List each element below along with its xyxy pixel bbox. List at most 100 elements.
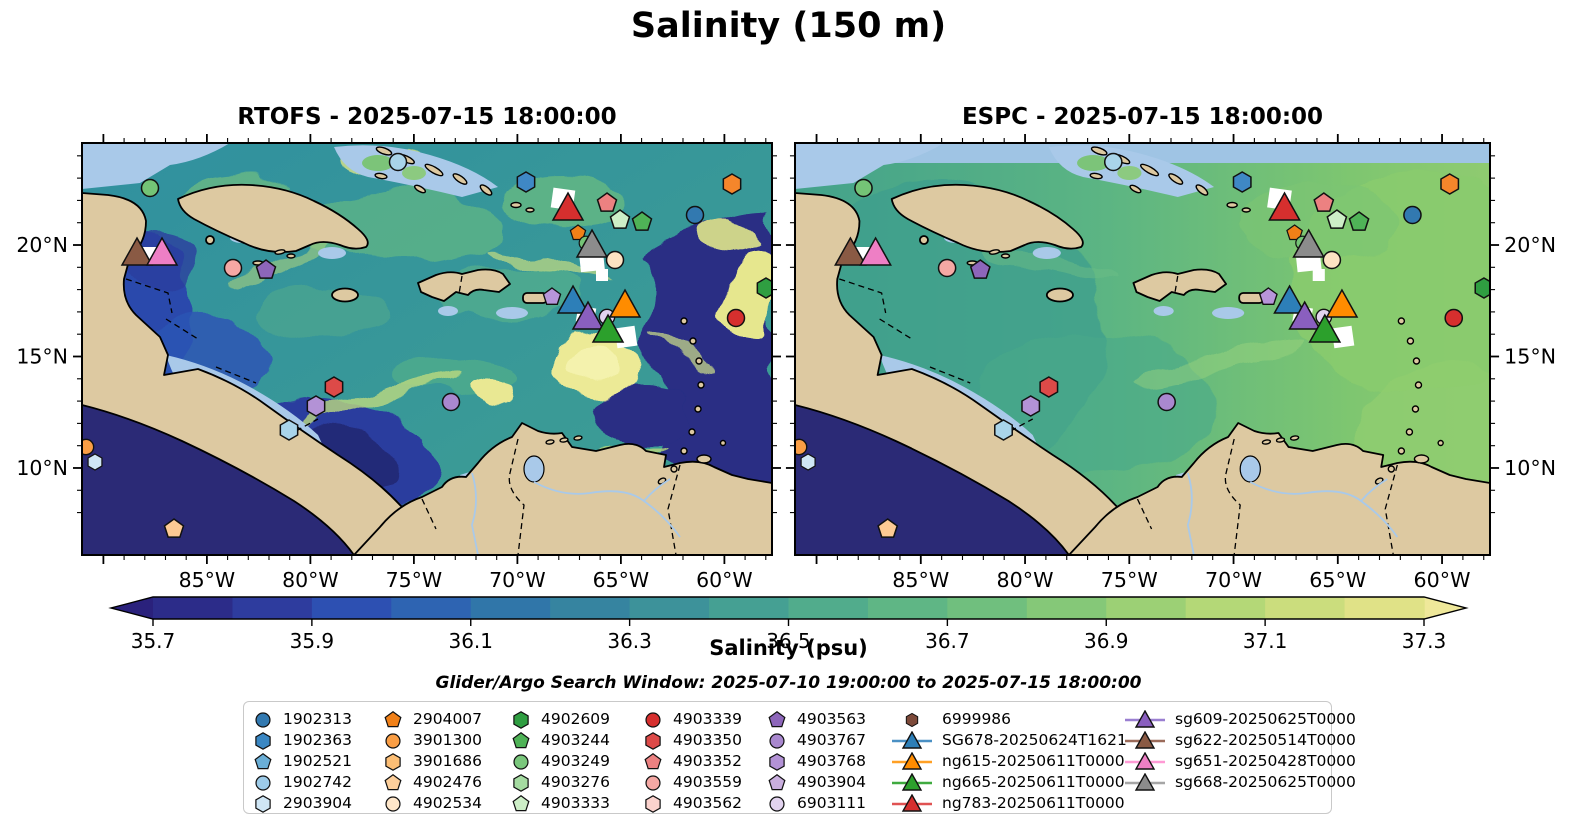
legend-item-label: 2904007: [413, 710, 483, 728]
legend-item: 4902609: [509, 709, 610, 730]
legend-item-label: 4903249: [541, 752, 611, 770]
colorbar-tick-label: 36.9: [1084, 629, 1129, 653]
glider-triangle-marker: [1308, 313, 1342, 343]
legend-item-label: 6903111: [797, 794, 867, 812]
pentagon-legend-icon: [384, 710, 402, 727]
float-circle-marker: [223, 258, 243, 278]
espc-panel-title: ESPC - 2025-07-15 18:00:00: [961, 104, 1324, 130]
legend-item-label: 4903276: [541, 773, 611, 791]
pentagon-legend-icon: [512, 731, 530, 748]
lat-tick-label: 20°N: [1504, 233, 1556, 257]
legend-item-label: 1902742: [283, 773, 353, 791]
hexagon-legend-icon: [645, 731, 661, 750]
float-circle-marker: [1444, 308, 1464, 328]
glider-triangle-marker: [1292, 228, 1326, 258]
legend-item: 4902534: [381, 793, 482, 814]
glider-legend-icon: [892, 793, 932, 812]
float-circle-marker: [605, 250, 625, 270]
circle-legend-icon: [645, 711, 661, 728]
colorbar-label: Salinity (psu): [709, 636, 868, 660]
legend-item: SG678-20250624T1621: [890, 730, 1127, 751]
legend-item-label: 4903562: [673, 794, 743, 812]
pentagon-legend-icon: [768, 710, 786, 727]
float-hexagon-marker: [994, 419, 1013, 441]
legend-item: 3901686: [381, 751, 482, 772]
legend-item-label: 3901686: [413, 752, 483, 770]
float-pentagon-marker: [877, 518, 899, 538]
legend-item-label: 1902521: [283, 752, 353, 770]
glider-legend-icon: [1125, 730, 1165, 749]
glider-legend-icon: [892, 730, 932, 749]
legend-item: 4903562: [641, 793, 742, 814]
legend-item-label: 1902313: [283, 710, 353, 728]
float-hexagon-marker: [279, 419, 299, 441]
circle-legend-icon: [769, 732, 785, 749]
legend-item-label: 4902609: [541, 710, 611, 728]
glider-triangle-marker: [1325, 288, 1359, 318]
float-circle-marker: [140, 178, 160, 198]
float-hexagon-marker: [756, 277, 772, 299]
legend-item: 4903339: [641, 709, 742, 730]
glider-triangle-marker: [834, 236, 867, 266]
pentagon-legend-icon: [644, 752, 662, 769]
lon-tick-label: 70°W: [489, 568, 546, 592]
legend-item: ng783-20250611T0000: [890, 793, 1125, 814]
colorbar-tick-label: 37.3: [1402, 629, 1447, 653]
lon-tick-label: 80°W: [282, 568, 339, 592]
float-circle-marker: [1103, 152, 1123, 172]
glider-triangle-marker: [145, 236, 179, 266]
glider-legend-icon: [892, 772, 932, 791]
glider-triangle-marker: [556, 284, 590, 314]
lon-tick-label: 60°W: [696, 568, 753, 592]
hexagon-legend-icon: [255, 731, 271, 750]
legend-item-label: 4903244: [541, 731, 611, 749]
legend-item: 1902742: [251, 772, 352, 793]
float-circle-marker: [795, 438, 808, 456]
circle-legend-icon: [255, 711, 271, 728]
lon-tick-label: 85°W: [892, 568, 949, 592]
float-circle-marker: [1157, 392, 1176, 412]
float-hexagon-marker: [722, 173, 742, 195]
legend-item: 2904007: [381, 709, 482, 730]
glider-triangle-marker: [571, 300, 605, 330]
legend-item-label: ng783-20250611T0000: [942, 794, 1125, 812]
espc-map-markers: [795, 152, 1490, 538]
lon-tick-label: 80°W: [997, 568, 1054, 592]
legend-item-label: 4903352: [673, 752, 743, 770]
circle-legend-icon: [645, 774, 661, 791]
float-hexagon-marker: [800, 453, 816, 471]
legend-item: 6903111: [765, 793, 866, 814]
hexagon-legend-icon: [769, 752, 785, 771]
legend-item: 4903350: [641, 730, 742, 751]
rtofs-map: 85°W 80°W 75°W 70°W 65°W 60°W 20°N 15°N 10°N: [16, 134, 781, 592]
legend-item: 4903333: [509, 793, 610, 814]
glider-legend-icon: [1125, 751, 1165, 770]
hexagon-legend-icon: [513, 773, 529, 792]
glider-triangle-marker: [120, 236, 154, 266]
float-pentagon-marker: [255, 259, 277, 279]
colorbar: 35.7 35.9 36.1 36.3 36.5 36.7 36.9 37.1 37.3: [108, 596, 1469, 653]
float-circle-marker: [726, 308, 746, 328]
lat-tick-label: 15°N: [1504, 345, 1556, 369]
legend-item-label: SG678-20250624T1621: [942, 731, 1127, 749]
float-pentagon-marker: [631, 211, 653, 231]
legend-item: 1902313: [251, 709, 352, 730]
lon-tick-label: 75°W: [386, 568, 443, 592]
lon-tick-label: 70°W: [1205, 568, 1262, 592]
hexagon-legend-icon: [255, 794, 271, 813]
legend-item-label: 3901300: [413, 731, 483, 749]
legend-item: 4903244: [509, 730, 610, 751]
legend-item: 1902363: [251, 730, 352, 751]
float-hexagon-marker: [1021, 395, 1041, 417]
legend-item: ng665-20250611T0000: [890, 772, 1125, 793]
legend-item-label: 4903333: [541, 794, 611, 812]
legend-item: sg651-20250428T0000: [1123, 751, 1356, 772]
glider-legend-icon: [892, 751, 932, 770]
legend-item: 6999986: [890, 709, 1011, 730]
colorbar-tick-label: 35.7: [131, 629, 176, 653]
glider-triangle-marker: [1268, 191, 1301, 221]
float-pentagon-marker: [1313, 192, 1335, 212]
circle-legend-icon: [513, 753, 529, 770]
rtofs-axis-labels: 85°W 80°W 75°W 70°W 65°W 60°W 20°N 15°N 10°N: [16, 233, 752, 592]
